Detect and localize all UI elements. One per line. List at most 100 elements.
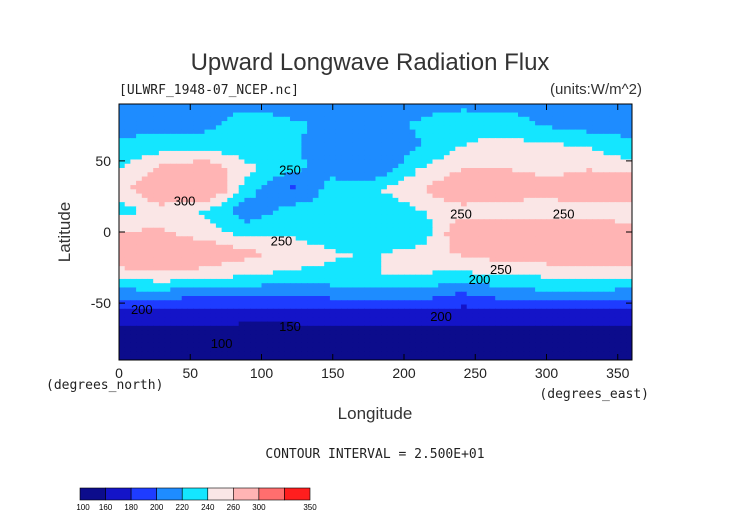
heatmap-cell bbox=[506, 304, 513, 310]
heatmap-cell bbox=[455, 325, 462, 331]
heatmap-cell bbox=[466, 244, 473, 250]
heatmap-cell bbox=[398, 121, 405, 126]
heatmap-cell bbox=[421, 206, 428, 212]
heatmap-cell bbox=[438, 266, 445, 271]
heatmap-cell bbox=[432, 325, 439, 331]
heatmap-cell bbox=[592, 180, 599, 186]
heatmap-cell bbox=[164, 129, 171, 135]
heatmap-cell bbox=[506, 330, 513, 335]
heatmap-cell bbox=[392, 270, 399, 276]
heatmap-cell bbox=[597, 278, 605, 284]
heatmap-cell bbox=[506, 283, 513, 289]
heatmap-cell bbox=[284, 146, 291, 152]
heatmap-cell bbox=[472, 313, 479, 318]
heatmap-cell bbox=[557, 180, 565, 186]
heatmap-cell bbox=[466, 189, 473, 195]
heatmap-cell bbox=[176, 244, 183, 250]
heatmap-cell bbox=[535, 287, 542, 293]
heatmap-cell bbox=[307, 304, 314, 310]
heatmap-cell bbox=[369, 278, 377, 284]
heatmap-cell bbox=[119, 266, 126, 271]
heatmap-cell bbox=[443, 168, 451, 173]
heatmap-cell bbox=[187, 338, 194, 344]
heatmap-cell bbox=[626, 283, 632, 289]
heatmap-cell bbox=[176, 112, 183, 118]
heatmap-cell bbox=[255, 227, 263, 233]
heatmap-cell bbox=[404, 112, 411, 118]
heatmap-cell bbox=[580, 180, 587, 186]
heatmap-cell bbox=[312, 168, 320, 173]
heatmap-cell bbox=[540, 291, 548, 297]
heatmap-cell bbox=[244, 189, 251, 195]
heatmap-cell bbox=[301, 214, 308, 220]
heatmap-cell bbox=[489, 108, 496, 114]
heatmap-cell bbox=[221, 253, 228, 259]
heatmap-cell bbox=[329, 270, 337, 276]
heatmap-cell bbox=[181, 193, 188, 199]
heatmap-cell bbox=[329, 138, 337, 143]
heatmap-cell bbox=[449, 274, 456, 280]
heatmap-cell bbox=[557, 291, 565, 297]
heatmap-cell bbox=[483, 244, 491, 250]
heatmap-cell bbox=[466, 313, 473, 318]
heatmap-cell bbox=[580, 116, 587, 122]
heatmap-cell bbox=[130, 146, 137, 152]
heatmap-cell bbox=[540, 112, 548, 118]
heatmap-cell bbox=[324, 244, 331, 250]
heatmap-cell bbox=[375, 257, 382, 263]
heatmap-cell bbox=[392, 159, 399, 165]
heatmap-cell bbox=[455, 108, 462, 114]
heatmap-cell bbox=[569, 296, 576, 301]
heatmap-cell bbox=[170, 321, 177, 327]
heatmap-cell bbox=[147, 236, 154, 242]
heatmap-cell bbox=[176, 159, 183, 165]
heatmap-cell bbox=[215, 227, 223, 233]
heatmap-cell bbox=[523, 138, 530, 143]
heatmap-cell bbox=[449, 142, 456, 148]
heatmap-cell bbox=[575, 223, 582, 229]
heatmap-cell bbox=[233, 317, 240, 323]
heatmap-cell bbox=[569, 163, 576, 169]
heatmap-cell bbox=[409, 257, 416, 263]
heatmap-cell bbox=[244, 168, 251, 173]
heatmap-cell bbox=[415, 334, 422, 340]
heatmap-cell bbox=[466, 155, 473, 161]
heatmap-cell bbox=[119, 308, 126, 314]
heatmap-cell bbox=[535, 300, 542, 306]
heatmap-cell bbox=[449, 266, 456, 271]
heatmap-cell bbox=[261, 334, 268, 340]
heatmap-cell bbox=[147, 206, 154, 212]
heatmap-cell bbox=[546, 150, 553, 156]
heatmap-cell bbox=[609, 313, 616, 318]
heatmap-cell bbox=[375, 116, 382, 122]
heatmap-cell bbox=[147, 283, 154, 289]
heatmap-cell bbox=[506, 176, 513, 182]
heatmap-cell bbox=[398, 202, 405, 207]
heatmap-cell bbox=[347, 146, 354, 152]
heatmap-cell bbox=[597, 163, 605, 169]
heatmap-cell bbox=[198, 121, 206, 126]
heatmap-cell bbox=[455, 155, 462, 161]
heatmap-cell bbox=[215, 236, 223, 242]
heatmap-cell bbox=[221, 116, 228, 122]
heatmap-cell bbox=[290, 116, 297, 122]
heatmap-cell bbox=[620, 321, 627, 327]
heatmap-cell bbox=[478, 108, 485, 114]
heatmap-cell bbox=[324, 330, 331, 335]
heatmap-cell bbox=[381, 104, 388, 109]
heatmap-cell bbox=[141, 227, 149, 233]
heatmap-cell bbox=[523, 313, 530, 318]
heatmap-cell bbox=[580, 236, 587, 242]
heatmap-cell bbox=[506, 197, 513, 203]
heatmap-cell bbox=[586, 321, 593, 327]
heatmap-cell bbox=[369, 176, 377, 182]
heatmap-cell bbox=[204, 202, 211, 207]
heatmap-cell bbox=[187, 133, 194, 139]
heatmap-cell bbox=[284, 274, 291, 280]
heatmap-cell bbox=[455, 321, 462, 327]
heatmap-cell bbox=[153, 278, 160, 284]
heatmap-cell bbox=[586, 304, 593, 310]
heatmap-cell bbox=[341, 232, 348, 237]
heatmap-cell bbox=[193, 291, 200, 297]
heatmap-cell bbox=[404, 283, 411, 289]
